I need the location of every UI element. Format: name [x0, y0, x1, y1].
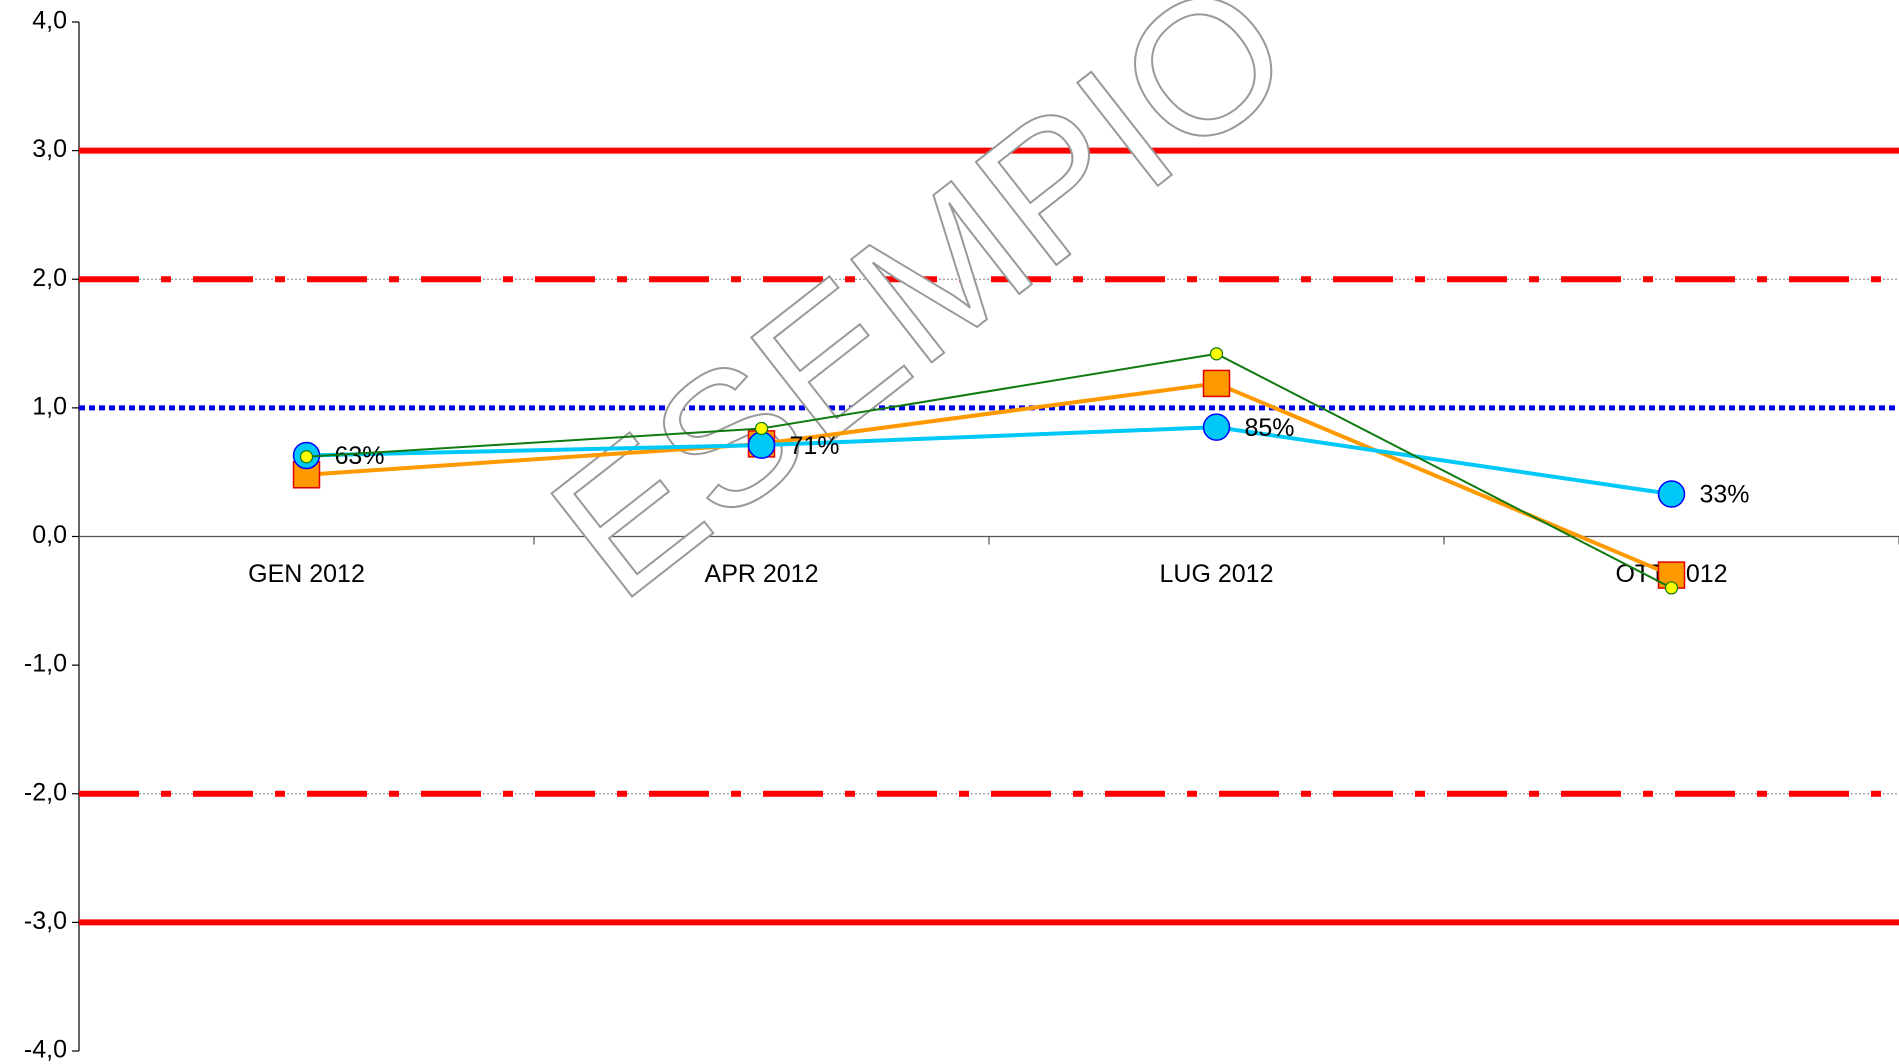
data-label: 85% — [1245, 414, 1295, 442]
y-tick-label: 4,0 — [32, 7, 67, 35]
marker — [1664, 581, 1679, 595]
marker — [1202, 413, 1231, 441]
data-label: 71% — [790, 432, 840, 460]
x-tick-label: APR 2012 — [705, 560, 819, 588]
y-tick-label: -2,0 — [24, 778, 67, 806]
marker — [299, 450, 314, 464]
marker — [754, 421, 769, 436]
marker — [1657, 480, 1686, 508]
y-tick-label: -4,0 — [24, 1036, 67, 1064]
marker — [1209, 347, 1224, 361]
series-line — [306, 381, 1673, 577]
marker — [1202, 369, 1231, 398]
marker — [1657, 561, 1686, 589]
marker — [747, 431, 776, 459]
data-label: 63% — [335, 442, 385, 470]
y-tick-label: 3,0 — [32, 135, 67, 163]
y-tick-label: 1,0 — [32, 392, 67, 420]
x-tick-label: GEN 2012 — [248, 560, 365, 588]
x-tick-label: LUG 2012 — [1160, 560, 1274, 588]
y-tick-label: 0,0 — [32, 521, 67, 549]
series-line — [306, 352, 1672, 589]
data-label: 33% — [1700, 481, 1750, 509]
y-tick-label: -3,0 — [24, 907, 67, 935]
y-tick-label: -1,0 — [24, 650, 67, 678]
series-line — [306, 425, 1672, 497]
watermark: ESEMPIO — [515, 0, 1328, 638]
y-tick-label: 2,0 — [32, 264, 67, 292]
